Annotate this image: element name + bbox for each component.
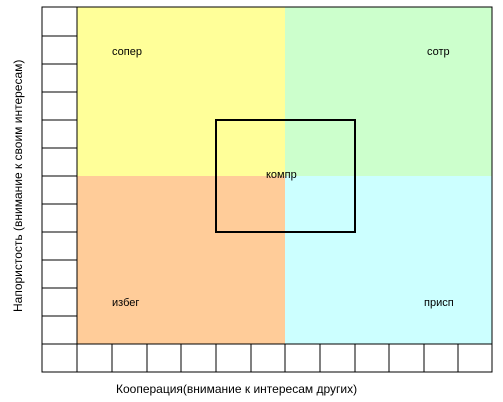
- quadrant-competing: [77, 7, 285, 176]
- x-axis-cell: [111, 343, 148, 373]
- x-axis-cell: [354, 343, 390, 373]
- x-axis-cell: [146, 343, 182, 373]
- x-axis-cell: [76, 343, 113, 373]
- y-axis-cell: [41, 119, 78, 149]
- y-axis-cell: [41, 147, 78, 177]
- diagram-border: [41, 6, 493, 373]
- x-axis-cell: [423, 343, 459, 373]
- y-axis-cell: [41, 63, 78, 93]
- label-compromising: компр: [266, 169, 297, 181]
- label-collaborating: сотр: [427, 46, 450, 58]
- quadrant-avoiding: [77, 176, 285, 344]
- x-axis-cell: [215, 343, 252, 373]
- y-axis-cell: [41, 259, 78, 289]
- x-axis-cell: [250, 343, 286, 373]
- y-axis-cell: [41, 175, 78, 205]
- y-axis-cell: [41, 231, 78, 261]
- y-axis-label: Напористость (внимание к своим интересам…: [11, 60, 25, 312]
- y-axis-cell: [41, 91, 78, 121]
- x-axis-cell: [457, 343, 493, 373]
- y-axis-cell: [41, 35, 78, 65]
- y-axis-cell: [41, 315, 78, 345]
- x-axis-label: Кооперация(внимание к интересам других): [116, 382, 357, 396]
- label-avoiding: избег: [112, 297, 139, 309]
- x-axis-cell: [180, 343, 217, 373]
- y-axis-cells: [41, 6, 78, 373]
- y-axis-cell: [41, 203, 78, 233]
- x-axis-cell: [284, 343, 321, 373]
- label-competing: сопер: [112, 46, 142, 58]
- quadrant-accommodating: [285, 176, 492, 344]
- label-accommodating: присп: [424, 297, 454, 309]
- x-axis-cells: [76, 343, 493, 373]
- y-axis-cell: [41, 6, 78, 37]
- y-axis-cell: [41, 287, 78, 317]
- compromise-box: [215, 119, 356, 233]
- x-axis-cell: [388, 343, 425, 373]
- y-axis-cell: [41, 343, 78, 373]
- x-axis-cell: [319, 343, 356, 373]
- quadrant-collaborating: [285, 7, 492, 176]
